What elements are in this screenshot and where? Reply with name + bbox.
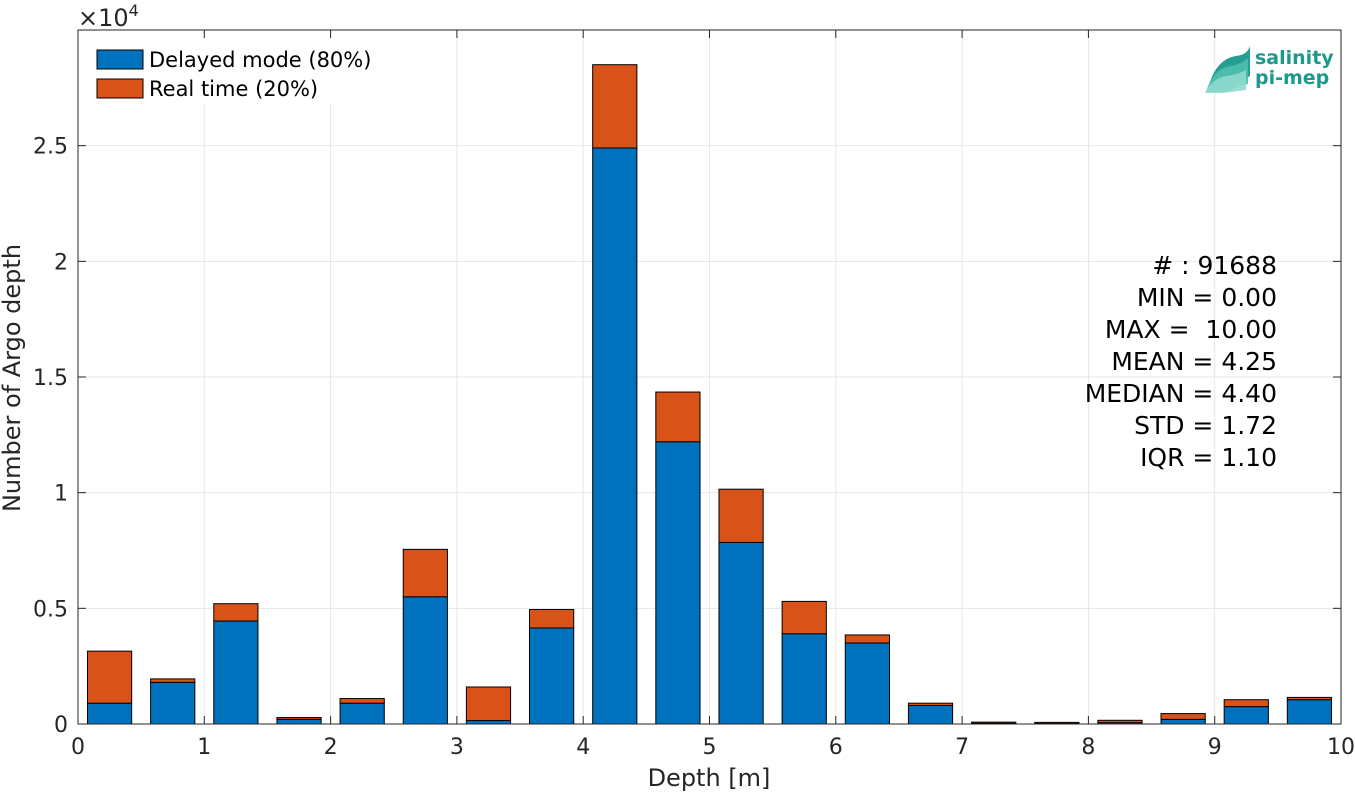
x-tick-label: 3 <box>450 735 464 760</box>
stats-max: MAX = 10.00 <box>1105 315 1277 344</box>
bar-delayed-mode <box>86 702 133 725</box>
bar-real-time <box>276 717 322 720</box>
stats-std: STD = 1.72 <box>1134 411 1277 440</box>
bar-real-time <box>1160 713 1206 720</box>
y-tick-label: 1 <box>54 482 68 507</box>
bar-delayed-mode <box>1223 706 1269 725</box>
bar-delayed-mode <box>402 596 448 725</box>
bar-real-time <box>150 678 196 683</box>
bar-real-time <box>1034 721 1080 725</box>
x-tick-label: 6 <box>829 735 843 760</box>
stats-count: # : 91688 <box>1152 251 1277 280</box>
legend: Delayed mode (80%) Real time (20%) <box>86 38 371 104</box>
x-axis-label: Depth [m] <box>648 764 771 792</box>
legend-label-realtime: Real time (20%) <box>149 77 318 101</box>
y-axis-label: Number of Argo depth <box>0 244 26 512</box>
logo-text-line1: salinity <box>1255 47 1334 69</box>
y-exponent-label: ×104 <box>78 1 139 32</box>
bar-real-time <box>844 634 890 644</box>
bar-delayed-mode <box>339 702 385 725</box>
bar-delayed-mode <box>718 541 764 725</box>
legend-swatch-realtime <box>96 78 144 99</box>
x-tick-label: 10 <box>1327 735 1355 760</box>
bar-delayed-mode <box>781 633 827 725</box>
stats-median: MEDIAN = 4.40 <box>1085 379 1277 408</box>
legend-label-delayed: Delayed mode (80%) <box>149 48 371 72</box>
bar-real-time <box>1223 699 1269 708</box>
bar-delayed-mode <box>592 147 638 725</box>
bar-real-time <box>1097 719 1143 724</box>
bar-real-time <box>213 603 259 622</box>
stats-iqr: IQR = 1.10 <box>1140 443 1277 472</box>
x-tick-label: 8 <box>1081 735 1095 760</box>
salinity-pi-mep-logo: salinity pi-mep <box>1205 46 1334 93</box>
bar-real-time <box>465 686 512 722</box>
bar-real-time <box>781 600 827 635</box>
bar-delayed-mode <box>276 718 322 725</box>
bar-delayed-mode <box>907 704 954 725</box>
x-axis: 0 1 2 3 4 5 6 7 8 9 10 <box>71 30 1355 760</box>
y-tick-label: 1.5 <box>33 366 68 391</box>
y-tick-label: 2 <box>54 250 68 275</box>
y-axis: 0 0.5 1 1.5 2 2.5 <box>33 135 1341 738</box>
bar-real-time <box>86 650 133 704</box>
bar-delayed-mode <box>1286 699 1333 725</box>
bar-delayed-mode <box>844 642 890 725</box>
bar-delayed-mode <box>150 681 196 725</box>
bar-real-time <box>907 702 954 706</box>
x-tick-label: 1 <box>197 735 211 760</box>
x-tick-label: 9 <box>1208 735 1222 760</box>
y-tick-label: 0 <box>54 713 68 738</box>
bar-delayed-mode <box>655 441 701 725</box>
statistics-annotation: # : 91688 MIN = 0.00 MAX = 10.00 MEAN = … <box>1085 251 1277 472</box>
x-tick-label: 2 <box>324 735 338 760</box>
y-tick-label: 2.5 <box>33 135 68 160</box>
x-tick-label: 4 <box>576 735 590 760</box>
stats-min: MIN = 0.00 <box>1137 283 1277 312</box>
bar-real-time <box>718 488 764 543</box>
bar-real-time <box>339 698 385 704</box>
bar-delayed-mode <box>529 627 575 725</box>
x-tick-label: 7 <box>955 735 969 760</box>
wave-icon <box>1205 46 1250 93</box>
bar-delayed-mode <box>213 620 259 725</box>
x-tick-label: 0 <box>71 735 85 760</box>
bar-real-time <box>1286 696 1333 701</box>
bar-real-time <box>592 64 638 149</box>
bar-delayed-mode <box>465 720 512 725</box>
bar-real-time <box>402 548 448 598</box>
bar-delayed-mode <box>1160 718 1206 725</box>
y-tick-label: 0.5 <box>33 597 68 622</box>
stats-mean: MEAN = 4.25 <box>1111 347 1277 376</box>
bar-real-time <box>971 721 1017 724</box>
bar-real-time <box>529 608 575 629</box>
x-tick-label: 5 <box>703 735 717 760</box>
bar-real-time <box>655 391 701 443</box>
logo-text-line2: pi-mep <box>1255 67 1329 89</box>
legend-swatch-delayed <box>96 49 144 70</box>
